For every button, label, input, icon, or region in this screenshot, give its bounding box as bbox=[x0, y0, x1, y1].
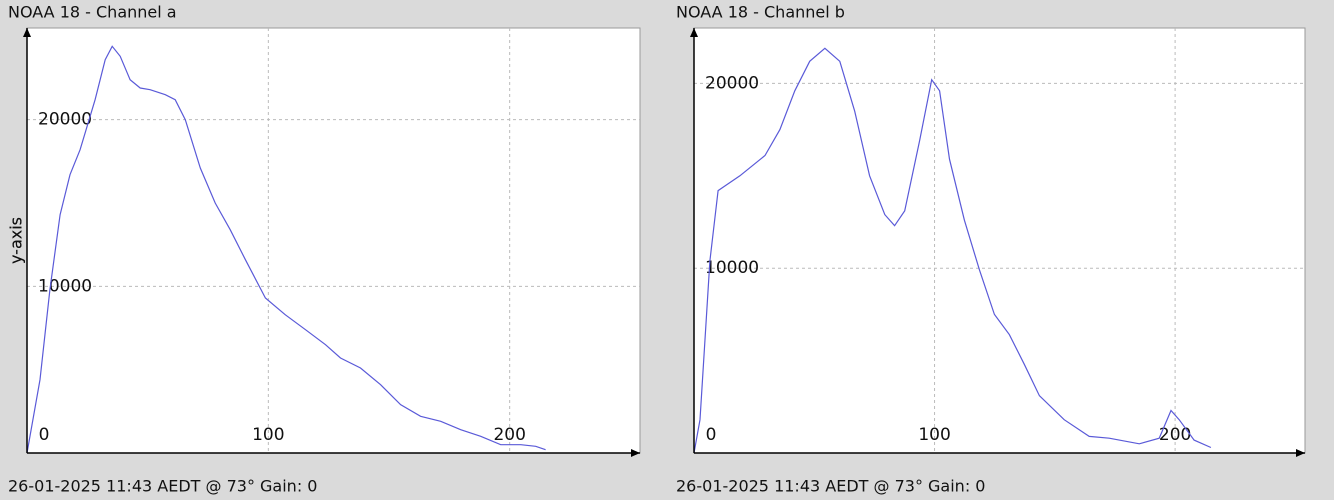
footer-status: 26-01-2025 11:43 AEDT @ 73° Gain: 0 bbox=[8, 477, 317, 496]
y-axis-label: y-axis bbox=[7, 217, 26, 264]
footer-status: 26-01-2025 11:43 AEDT @ 73° Gain: 0 bbox=[676, 477, 985, 496]
data-line bbox=[26, 45, 546, 454]
y-tick-label: 10000 bbox=[705, 258, 759, 278]
axis-arrow bbox=[1296, 449, 1305, 457]
y-axis-label: y-axis bbox=[7, 217, 26, 264]
x-tick-label: 100 bbox=[252, 425, 284, 445]
y-tick-label: 10000 bbox=[38, 276, 92, 296]
data-line bbox=[693, 47, 1212, 454]
x-tick-label: 100 bbox=[918, 425, 950, 445]
axis-arrow bbox=[23, 28, 31, 37]
y-tick-label: 20000 bbox=[705, 73, 759, 93]
axis-arrow bbox=[631, 449, 640, 457]
x-tick-label: 200 bbox=[1159, 425, 1191, 445]
axis-arrow bbox=[690, 28, 698, 37]
y-tick-label: 20000 bbox=[38, 110, 92, 130]
x-tick-label: 0 bbox=[706, 425, 717, 445]
chart-title: NOAA 18 - Channel a bbox=[8, 3, 177, 22]
plot-area bbox=[693, 27, 1306, 454]
plot-area bbox=[26, 27, 641, 454]
x-tick-label: 200 bbox=[493, 425, 525, 445]
chart-title: NOAA 18 - Channel b bbox=[676, 3, 845, 22]
x-tick-label: 0 bbox=[39, 425, 50, 445]
